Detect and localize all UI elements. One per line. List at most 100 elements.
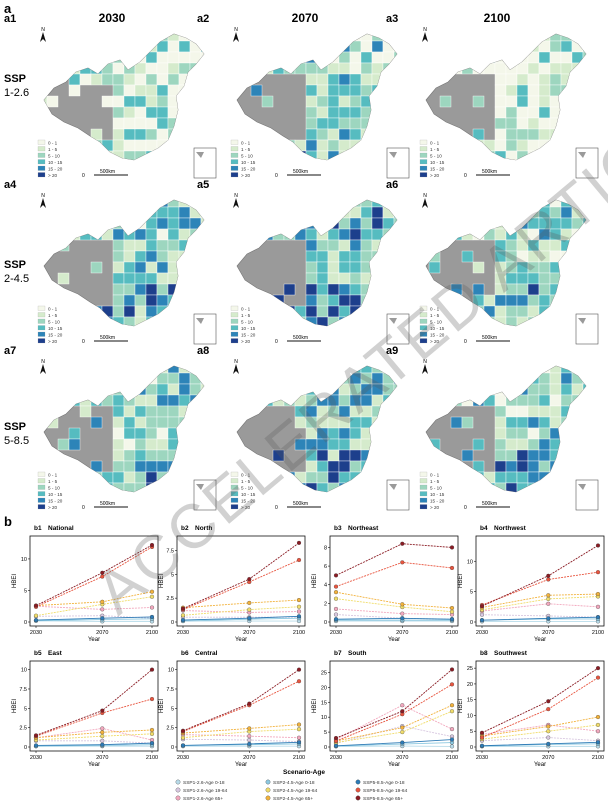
province-cell bbox=[124, 129, 135, 140]
province-cell bbox=[561, 384, 572, 395]
province-cell bbox=[157, 406, 168, 417]
province-cell bbox=[495, 30, 506, 41]
province-cell bbox=[372, 151, 383, 162]
province-cell bbox=[473, 218, 484, 229]
legend-label: SSP1-2.6-Age 19-64 bbox=[183, 788, 228, 794]
y-tick-label: 5 bbox=[24, 588, 27, 594]
province-cell bbox=[262, 41, 273, 52]
province-cell bbox=[69, 218, 80, 229]
province-cell bbox=[80, 483, 91, 494]
province-cell bbox=[539, 151, 550, 162]
province-cell bbox=[317, 240, 328, 251]
province-cell bbox=[328, 107, 339, 118]
province-cell bbox=[135, 317, 146, 328]
province-cell bbox=[201, 384, 212, 395]
province-cell bbox=[517, 373, 528, 384]
chart-id-b2: b2 bbox=[181, 525, 189, 532]
province-cell bbox=[124, 207, 135, 218]
province-cell bbox=[135, 196, 146, 207]
province-cell bbox=[179, 107, 190, 118]
province-cell bbox=[594, 74, 605, 85]
province-cell bbox=[262, 96, 273, 107]
province-cell bbox=[539, 162, 550, 173]
province-cell bbox=[418, 207, 429, 218]
province-cell bbox=[550, 63, 561, 74]
north-arrow-icon bbox=[422, 198, 428, 208]
y-axis-label: HBEI bbox=[312, 699, 318, 713]
legend-swatch bbox=[176, 788, 180, 792]
province-cell bbox=[251, 85, 262, 96]
data-point bbox=[450, 606, 454, 610]
province-cell bbox=[201, 273, 212, 284]
province-cell bbox=[473, 129, 484, 140]
province-cell bbox=[561, 96, 572, 107]
province-cell bbox=[539, 129, 550, 140]
province-cell bbox=[495, 85, 506, 96]
province-cell bbox=[484, 63, 495, 74]
province-cell bbox=[372, 494, 383, 505]
province-cell bbox=[306, 85, 317, 96]
province-cell bbox=[405, 362, 416, 373]
province-cell bbox=[91, 30, 102, 41]
province-cell bbox=[240, 395, 251, 406]
province-cell bbox=[201, 362, 212, 373]
province-cell bbox=[594, 196, 605, 207]
province-cell bbox=[113, 52, 124, 63]
province-cell bbox=[47, 63, 58, 74]
province-cell bbox=[372, 140, 383, 151]
province-cell bbox=[506, 118, 517, 129]
province-cell bbox=[517, 461, 528, 472]
scale-distance: 500km bbox=[100, 335, 115, 341]
province-cell bbox=[528, 107, 539, 118]
province-cell bbox=[583, 373, 594, 384]
map-legend-label: 5 - 10 bbox=[48, 320, 60, 325]
province-cell bbox=[583, 129, 594, 140]
province-cell bbox=[506, 251, 517, 262]
province-cell bbox=[528, 173, 539, 184]
province-cell bbox=[190, 218, 201, 229]
province-cell bbox=[539, 30, 550, 41]
x-tick-label: 2100 bbox=[446, 630, 458, 636]
province-cell bbox=[212, 52, 223, 63]
province-cell bbox=[339, 107, 350, 118]
province-cell bbox=[201, 284, 212, 295]
province-cell bbox=[372, 162, 383, 173]
province-cell bbox=[284, 384, 295, 395]
data-point bbox=[100, 575, 104, 579]
province-cell bbox=[451, 494, 462, 505]
province-cell bbox=[317, 494, 328, 505]
province-cell bbox=[350, 251, 361, 262]
x-tick-label: 2100 bbox=[293, 630, 305, 636]
province-cell bbox=[328, 151, 339, 162]
map-legend-label: 10 - 15 bbox=[430, 160, 445, 165]
province-cell bbox=[102, 229, 113, 240]
province-cell bbox=[317, 428, 328, 439]
province-cell bbox=[550, 373, 561, 384]
province-cell bbox=[561, 328, 572, 339]
province-cell bbox=[561, 52, 572, 63]
province-cell bbox=[372, 472, 383, 483]
province-cell bbox=[394, 52, 405, 63]
province-cell bbox=[124, 162, 135, 173]
province-cell bbox=[583, 207, 594, 218]
province-cell bbox=[550, 129, 561, 140]
province-cell bbox=[473, 41, 484, 52]
province-cell bbox=[47, 450, 58, 461]
data-point bbox=[334, 744, 338, 748]
province-cell bbox=[273, 30, 284, 41]
province-cell bbox=[317, 207, 328, 218]
province-cell bbox=[168, 140, 179, 151]
province-cell bbox=[47, 362, 58, 373]
province-cell bbox=[58, 472, 69, 483]
province-cell bbox=[594, 107, 605, 118]
province-cell bbox=[113, 362, 124, 373]
province-cell bbox=[572, 74, 583, 85]
y-tick-label: 0 bbox=[171, 620, 174, 626]
province-cell bbox=[550, 483, 561, 494]
map-label-a4: a4 bbox=[4, 179, 17, 191]
province-cell bbox=[102, 362, 113, 373]
province-cell bbox=[451, 505, 462, 516]
province-cell bbox=[517, 439, 528, 450]
province-cell bbox=[157, 240, 168, 251]
province-cell bbox=[306, 96, 317, 107]
